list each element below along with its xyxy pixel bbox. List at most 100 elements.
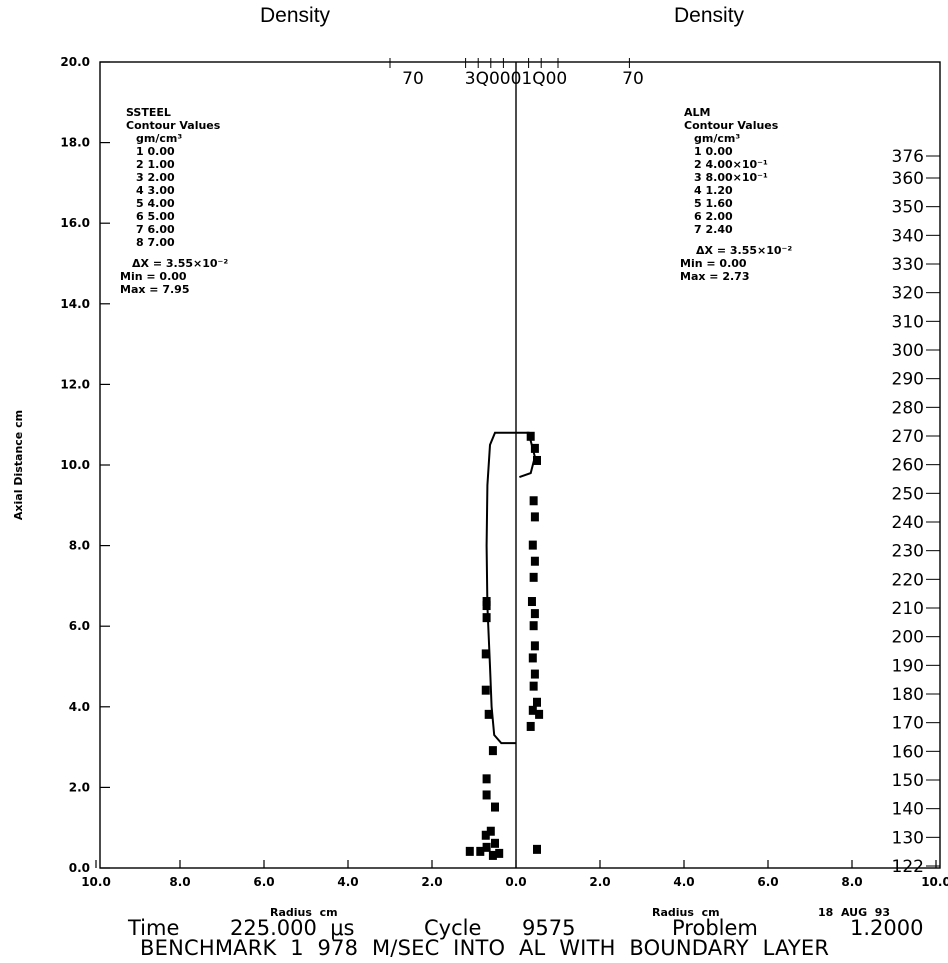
right-scale-label: 300	[892, 341, 924, 361]
y-tick-label: 10.0	[60, 458, 90, 472]
left-contour-marker	[482, 842, 491, 852]
right-legend: ALM Contour Values gm/cm³ 1 0.00 2 4.00×…	[680, 106, 793, 283]
y-tick-label: 2.0	[69, 780, 90, 794]
right-legend-min: Min = 0.00	[680, 257, 747, 270]
y-tick-label: 16.0	[60, 216, 90, 230]
right-contour-marker	[528, 705, 537, 715]
right-contour-marker	[530, 669, 539, 679]
top-contour-label: 3Q0001Q00	[465, 69, 567, 89]
left-contour-marker	[495, 848, 504, 858]
left-contour-marker	[476, 846, 485, 856]
right-legend-entry: 2 4.00×10⁻¹	[694, 158, 768, 171]
right-scale-label: 310	[892, 312, 924, 332]
y-tick-label: 6.0	[69, 619, 90, 633]
right-scale-label: 150	[892, 771, 924, 791]
run-description: BENCHMARK 1 978 M/SEC INTO AL WITH BOUND…	[140, 936, 830, 960]
left-contour-marker	[482, 790, 491, 800]
left-contour-marker	[482, 601, 491, 611]
right-contour-marker	[529, 572, 538, 582]
left-legend-entry: 8 7.00	[136, 236, 175, 249]
left-contour-marker	[482, 613, 491, 623]
top-contour-label: 70	[622, 69, 644, 89]
right-contour-marker	[530, 512, 539, 522]
right-legend-max: Max = 2.73	[680, 270, 750, 283]
y-axis-label: Axial Distance cm	[12, 410, 25, 520]
left-legend-entry: 5 4.00	[136, 197, 175, 210]
left-legend-min: Min = 0.00	[120, 270, 187, 283]
left-contour-marker	[481, 830, 490, 840]
right-scale-label: 200	[892, 628, 924, 648]
x-tick-label: 4.0	[673, 875, 694, 889]
y-tick-label: 12.0	[60, 377, 90, 391]
right-scale-label: 122	[892, 857, 924, 877]
right-contour-marker	[529, 496, 538, 506]
left-legend-material: SSTEEL	[126, 106, 171, 119]
right-contour-marker	[533, 697, 541, 707]
y-tick-label: 4.0	[69, 700, 90, 714]
cycle-label: Cycle	[424, 916, 482, 940]
time-label: Time	[128, 916, 180, 940]
right-contour-marker	[527, 597, 536, 607]
left-legend-units: gm/cm³	[136, 132, 183, 145]
problem-label: Problem	[672, 916, 758, 940]
right-contour-marker	[530, 556, 539, 566]
time-value: 225.000 μs	[230, 916, 355, 940]
right-contour-marker	[529, 681, 538, 691]
x-tick-label: 0.0	[505, 875, 526, 889]
date-stamp: 18 AUG 93	[818, 906, 891, 919]
left-contour-line	[485, 431, 516, 745]
left-density-header: Density	[260, 4, 331, 27]
left-legend-entry: 3 2.00	[136, 171, 175, 184]
right-contour-marker	[533, 844, 541, 854]
right-legend-entry: 1 0.00	[694, 145, 733, 158]
left-legend-entry: 2 1.00	[136, 158, 175, 171]
right-legend-dx: ΔX = 3.55×10⁻²	[696, 244, 793, 257]
top-contour-label: 70	[402, 69, 424, 89]
left-legend-dx: ΔX = 3.55×10⁻²	[132, 257, 229, 270]
right-scale-label: 240	[892, 513, 924, 533]
left-contour-marker	[484, 709, 493, 719]
left-contour-marker	[486, 826, 495, 836]
right-contour-marker	[528, 540, 537, 550]
right-legend-entry: 5 1.60	[694, 197, 733, 210]
x-tick-label: 2.0	[421, 875, 442, 889]
x-axis-label-left: Radius cm	[270, 906, 338, 919]
left-contour-marker	[491, 838, 499, 848]
problem-value: 1.2000	[850, 916, 924, 940]
left-legend-entry: 7 6.00	[136, 223, 175, 236]
x-tick-label: 8.0	[841, 875, 862, 889]
left-contour-marker	[465, 846, 474, 856]
x-tick-label: 6.0	[757, 875, 778, 889]
right-contour-marker	[535, 709, 544, 719]
left-contour-marker	[488, 850, 497, 860]
x-tick-label: 8.0	[169, 875, 190, 889]
x-tick-label: 10.0	[921, 875, 948, 889]
y-tick-label: 0.0	[69, 861, 90, 875]
left-contour-marker	[488, 746, 497, 756]
right-scale-label: 350	[892, 198, 924, 218]
right-scale-label: 180	[892, 685, 924, 705]
right-contour-marker	[529, 621, 538, 631]
right-contour-marker	[526, 431, 535, 441]
right-scale-label: 230	[892, 542, 924, 562]
right-scale-label: 360	[892, 169, 924, 189]
y-tick-label: 20.0	[60, 55, 90, 69]
right-contour-marker	[528, 653, 537, 663]
right-scale-label: 220	[892, 570, 924, 590]
left-legend-title: Contour Values	[126, 119, 221, 132]
right-legend-entry: 4 1.20	[694, 184, 733, 197]
right-legend-title: Contour Values	[684, 119, 779, 132]
right-contour-marker	[533, 455, 541, 465]
right-contour-marker	[530, 641, 539, 651]
x-tick-label: 2.0	[589, 875, 610, 889]
right-contour-marker	[526, 721, 535, 731]
left-legend-entry: 4 3.00	[136, 184, 175, 197]
right-scale-label: 260	[892, 456, 924, 476]
right-scale-label: 190	[892, 656, 924, 676]
right-scale-label: 140	[892, 800, 924, 820]
y-tick-label: 8.0	[69, 539, 90, 553]
right-scale-label: 130	[892, 828, 924, 848]
x-tick-label: 10.0	[81, 875, 111, 889]
right-scale-label: 320	[892, 284, 924, 304]
x-tick-label: 6.0	[253, 875, 274, 889]
